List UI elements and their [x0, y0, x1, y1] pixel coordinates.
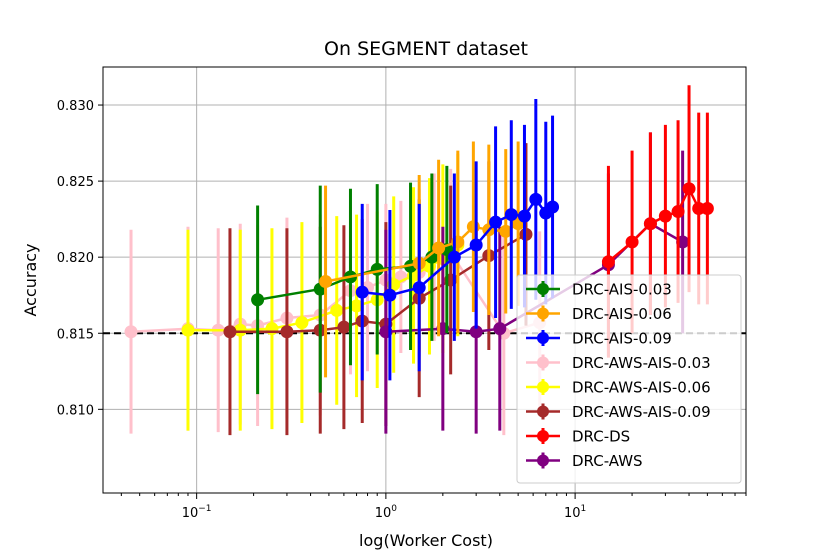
legend-item: DRC-AIS-0.09	[526, 330, 672, 348]
x-tick-label: 100	[375, 504, 398, 521]
data-point	[682, 182, 696, 196]
data-point	[700, 201, 714, 215]
legend-swatch-marker	[537, 356, 549, 369]
data-point	[355, 285, 369, 299]
data-point	[517, 209, 531, 223]
legend-label: DRC-AWS	[572, 452, 643, 470]
series-DRC-AIS-0.09	[355, 98, 560, 381]
legend: DRC-AIS-0.03 DRC-AIS-0.06 DRC-AIS-0.09 DRC-…	[516, 274, 742, 484]
legend-swatch-marker	[537, 430, 549, 442]
data-point	[489, 215, 503, 229]
data-point	[337, 320, 351, 334]
axes-frame	[102, 66, 747, 494]
data-point	[330, 303, 344, 317]
data-point	[625, 235, 639, 249]
series-line	[607, 185, 708, 263]
legend-swatch-marker	[537, 283, 549, 295]
y-tick-label: 0.815	[57, 327, 94, 342]
data-point	[447, 250, 461, 264]
chart-title: On SEGMENT dataset	[324, 38, 528, 60]
data-point	[519, 227, 533, 241]
data-point	[233, 323, 247, 337]
data-point	[181, 323, 195, 337]
y-tick-label: 0.820	[57, 251, 94, 266]
legend-item: DRC-AIS-0.03	[526, 281, 672, 299]
legend-swatch-marker	[537, 381, 549, 393]
legend-label: DRC-DS	[572, 428, 630, 446]
data-point	[425, 250, 439, 264]
legend-item: DRC-AWS-AIS-0.03	[526, 354, 711, 372]
x-tick-exponent: −1	[198, 504, 211, 514]
data-point	[383, 288, 397, 302]
data-point	[643, 217, 657, 231]
data-point	[493, 322, 507, 336]
x-tick-exponent: 1	[581, 504, 587, 514]
series-line	[230, 233, 527, 333]
legend-label: DRC-AIS-0.06	[572, 305, 672, 323]
x-tick-base: 10	[564, 506, 581, 521]
data-point	[504, 208, 518, 222]
series-DRC-AIS-0.03	[251, 165, 454, 395]
legend-swatch-marker	[537, 307, 549, 320]
legend-item: DRC-AIS-0.06	[526, 305, 672, 323]
data-point	[295, 316, 309, 330]
data-point	[469, 325, 483, 339]
legend-label: DRC-AWS-AIS-0.03	[572, 354, 711, 372]
data-point	[350, 299, 364, 313]
data-point	[466, 220, 480, 234]
legend-swatch-marker	[537, 454, 549, 467]
legend-swatch-marker	[537, 405, 549, 418]
legend-item: DRC-AWS-AIS-0.09	[526, 403, 711, 421]
x-tick-label: 10−1	[182, 504, 212, 521]
y-tick-label: 0.825	[57, 175, 94, 190]
data-point	[601, 255, 615, 269]
legend-item: DRC-DS	[526, 428, 630, 446]
x-tick-label: 101	[564, 504, 586, 521]
y-tick-label: 0.810	[57, 403, 94, 418]
data-point	[223, 325, 237, 339]
data-point	[469, 238, 483, 252]
data-point	[529, 192, 543, 206]
x-tick-base: 10	[375, 506, 392, 521]
x-tick-base: 10	[182, 506, 199, 521]
legend-label: DRC-AIS-0.09	[572, 330, 672, 348]
data-point	[412, 281, 426, 295]
data-point	[265, 322, 279, 336]
data-point	[658, 209, 672, 223]
data-point	[280, 325, 294, 339]
data-point	[546, 200, 560, 214]
x-tick-exponent: 0	[391, 504, 397, 514]
data-point	[319, 275, 333, 289]
data-point	[124, 325, 138, 339]
legend-item: DRC-AWS-AIS-0.06	[526, 379, 711, 397]
legend-swatch-marker	[537, 332, 549, 344]
y-tick-label: 0.830	[57, 99, 94, 114]
y-axis-label: Accuracy	[21, 243, 40, 316]
legend-box	[516, 274, 742, 484]
data-point	[671, 205, 685, 219]
legend-item: DRC-AWS	[526, 452, 643, 470]
plot-area	[103, 85, 746, 436]
grid	[103, 67, 746, 493]
data-point	[432, 241, 446, 255]
legend-label: DRC-AIS-0.03	[572, 281, 672, 299]
legend-label: DRC-AWS-AIS-0.09	[572, 403, 711, 421]
data-point	[499, 224, 513, 238]
data-point	[251, 293, 265, 307]
legend-label: DRC-AWS-AIS-0.06	[572, 379, 711, 397]
x-axis-label: log(Worker Cost)	[359, 531, 493, 550]
